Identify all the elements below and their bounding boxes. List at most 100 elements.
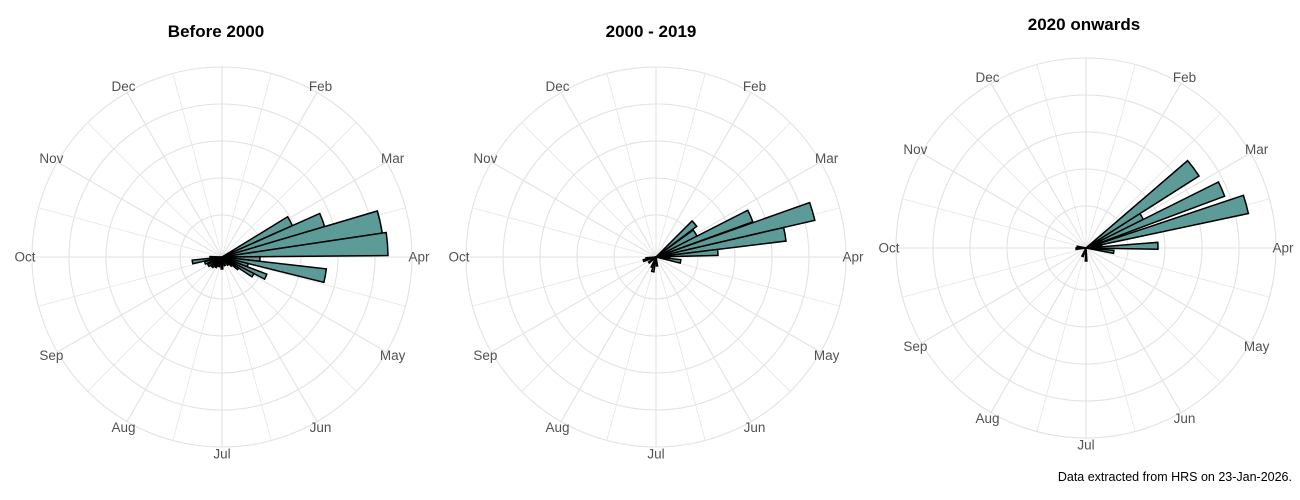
polar-spoke-gridline (1036, 64, 1087, 249)
polar-spoke-gridline (921, 152, 1087, 249)
polar-spoke-gridline (902, 198, 1087, 249)
month-label-dec: Dec (975, 70, 999, 85)
polar-spoke-gridline (1085, 64, 1136, 249)
polar-spoke-gridline (521, 122, 657, 258)
polar-spoke-gridline (990, 83, 1087, 249)
polar-spoke-gridline (560, 92, 657, 258)
rose-wedge (191, 256, 223, 265)
polar-spoke-gridline (172, 73, 223, 258)
chart-title-before-2000: Before 2000 (167, 22, 265, 41)
month-label-sep: Sep (39, 348, 63, 363)
polar-spoke-gridline (1036, 247, 1087, 432)
polar-spoke-gridline (951, 247, 1087, 383)
polar-spoke-gridline (990, 247, 1087, 413)
polar-spoke-gridline (57, 161, 223, 258)
month-label-mar: Mar (1245, 142, 1269, 157)
polar-spoke-gridline (1085, 113, 1221, 249)
rose-wedge (220, 256, 224, 270)
rose-wedge (655, 201, 816, 258)
polar-spoke-gridline (606, 256, 657, 441)
rose-wedge (655, 248, 719, 258)
polar-spoke-gridline (221, 256, 318, 422)
month-label-jul: Jul (213, 447, 230, 462)
month-label-jun: Jun (744, 420, 766, 435)
polar-spoke-gridline (1085, 247, 1270, 298)
rose-wedge (645, 256, 657, 260)
polar-spoke-gridline (1085, 247, 1136, 432)
polar-spoke-gridline (1085, 247, 1251, 344)
polar-spoke-gridline (655, 256, 821, 353)
month-label-feb: Feb (743, 79, 766, 94)
polar-spoke-gridline (87, 256, 223, 392)
polar-spoke-gridline (491, 256, 657, 353)
rose-chart-1: Feb Mar Apr May Jun Jul Aug Sep Oct Nov Dec (448, 66, 864, 462)
polar-spoke-gridline (221, 256, 272, 441)
polar-spoke-gridline (1085, 247, 1221, 383)
rose-wedge (1080, 247, 1087, 258)
polar-spoke-gridline (126, 256, 223, 422)
polar-spoke-gridline (172, 256, 223, 441)
rose-wedge (1085, 180, 1226, 249)
rose-wedge (650, 256, 657, 269)
polar-spoke-gridline (655, 92, 752, 258)
polar-spoke-gridline (126, 92, 223, 258)
polar-spoke-gridline (38, 207, 223, 258)
month-label-may: May (1244, 339, 1270, 354)
polar-spoke-gridline (655, 256, 706, 441)
polar-spoke-gridline (655, 73, 706, 258)
month-label-sep: Sep (903, 339, 927, 354)
rose-chart-2: Feb Mar Apr May Jun Jul Aug Sep Oct Nov Dec (878, 57, 1294, 453)
rose-wedge (1084, 247, 1088, 262)
month-label-apr: Apr (408, 250, 430, 265)
month-label-may: May (380, 348, 406, 363)
chart-title-2020-onwards: 2020 onwards (1027, 15, 1141, 34)
polar-spoke-gridline (921, 247, 1087, 344)
polar-spoke-gridline (57, 256, 223, 353)
polar-spoke-gridline (491, 161, 657, 258)
chart-title-2000-2019: 2000 - 2019 (605, 22, 697, 41)
rose-wedge (209, 255, 223, 259)
polar-spoke-gridline (472, 256, 657, 307)
polar-spoke-gridline (87, 122, 223, 258)
month-label-aug: Aug (111, 420, 135, 435)
rose-wedge (655, 209, 754, 258)
polar-spoke-gridline (221, 122, 357, 258)
rose-wedge (1085, 241, 1159, 251)
polar-spoke-gridline (655, 256, 791, 392)
polar-spoke-gridline (221, 256, 357, 392)
rose-wedge (655, 256, 682, 264)
polar-spoke-gridline (521, 256, 657, 392)
polar-spoke-gridline (951, 113, 1087, 249)
month-label-apr: Apr (842, 250, 864, 265)
month-label-oct: Oct (878, 241, 899, 256)
month-label-mar: Mar (815, 151, 839, 166)
month-label-jun: Jun (310, 420, 332, 435)
month-label-apr: Apr (1272, 241, 1294, 256)
polar-spoke-gridline (655, 256, 840, 307)
rose-wedge (1085, 247, 1115, 255)
month-label-aug: Aug (975, 411, 999, 426)
month-label-dec: Dec (111, 79, 135, 94)
figure-caption: Data extracted from HRS on 23-Jan-2026. (1057, 470, 1292, 484)
month-label-dec: Dec (545, 79, 569, 94)
polar-spoke-gridline (221, 92, 318, 258)
month-label-sep: Sep (473, 348, 497, 363)
month-label-oct: Oct (14, 250, 35, 265)
polar-spoke-gridline (560, 256, 657, 422)
rose-wedge (647, 256, 657, 265)
rose-wedge (1085, 159, 1201, 249)
rose-wedge (206, 256, 223, 268)
month-label-jul: Jul (1077, 438, 1094, 453)
month-label-oct: Oct (448, 250, 469, 265)
polar-spoke-gridline (472, 207, 657, 258)
rose-wedge (1076, 245, 1087, 249)
month-label-nov: Nov (473, 151, 497, 166)
month-label-feb: Feb (309, 79, 332, 94)
polar-spoke-gridline (606, 73, 657, 258)
month-label-jun: Jun (1174, 411, 1196, 426)
rose-wedge (655, 219, 698, 258)
polar-spoke-gridline (221, 73, 272, 258)
month-label-may: May (814, 348, 840, 363)
